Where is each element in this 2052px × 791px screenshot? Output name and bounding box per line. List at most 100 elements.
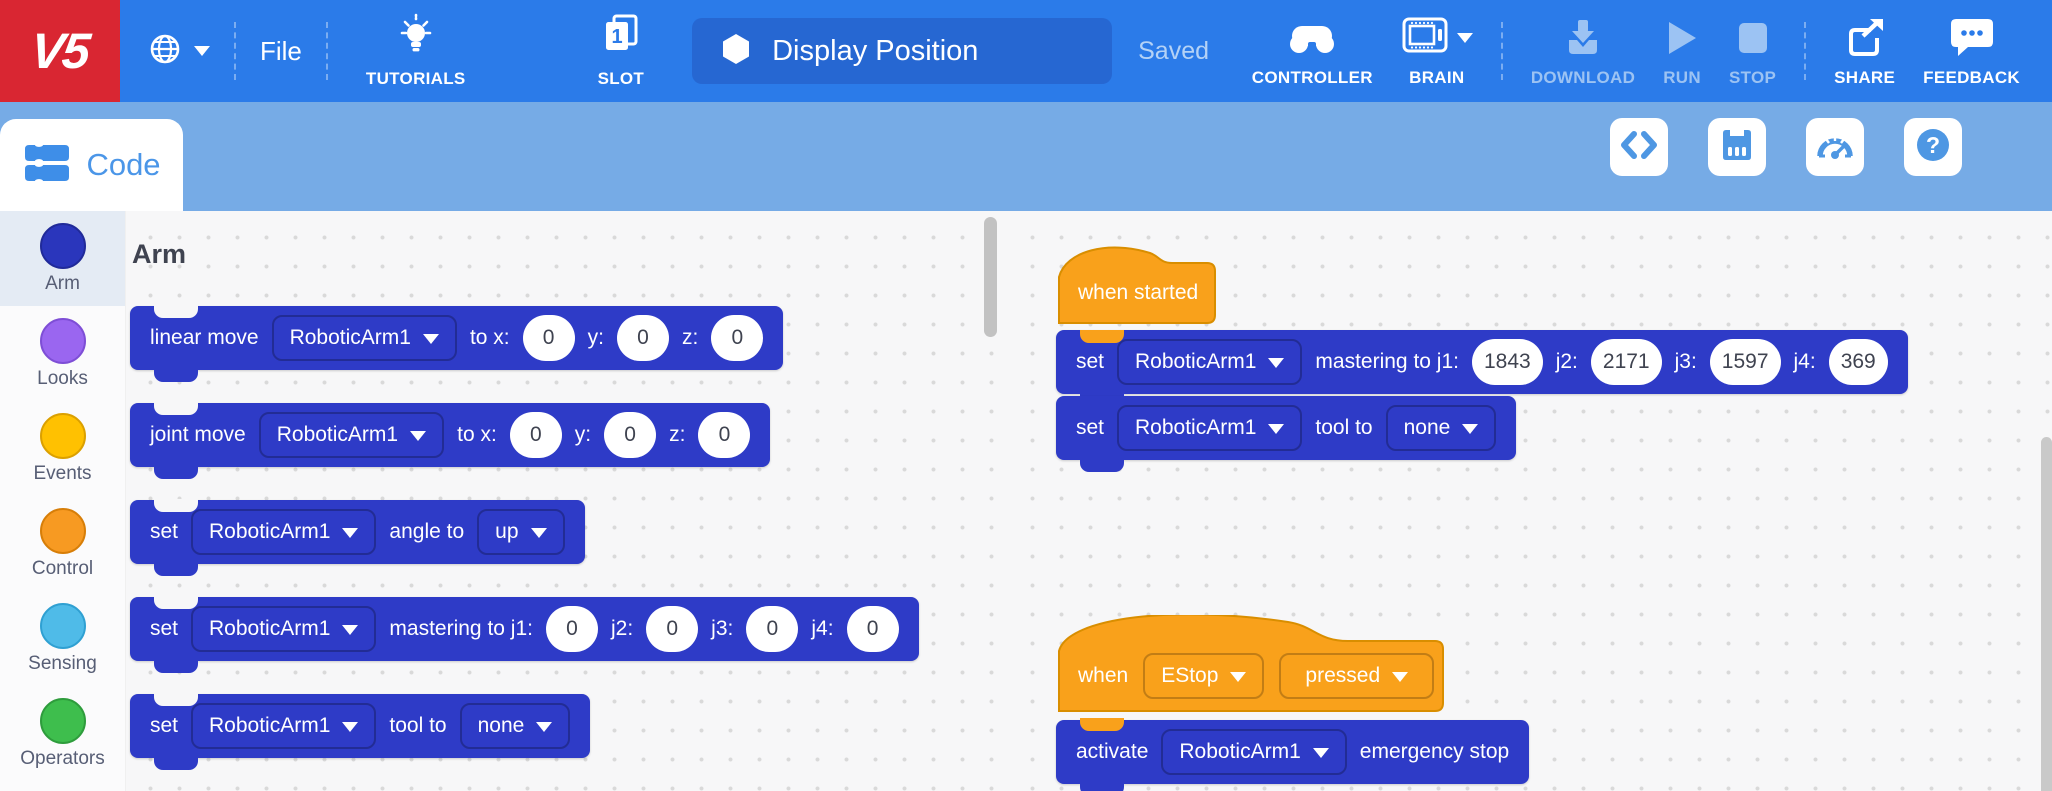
chevron-down-icon [536,722,553,732]
controller-button[interactable]: CONTROLLER [1238,15,1387,88]
block-label: tool to [1315,416,1373,439]
hat-when-started[interactable]: when started [1056,245,1218,343]
block-set-angle[interactable]: set RoboticArm1 angle to up [130,499,585,576]
tutorials-button[interactable]: TUTORIALS [352,13,480,89]
block-set-tool[interactable]: set RoboticArm1 tool to none [130,693,591,770]
slot-button[interactable]: 1 SLOT [584,13,659,89]
category-arm[interactable]: Arm [0,211,125,306]
block-activate-estop[interactable]: activate RoboticArm1 emergency stop [1056,720,1530,791]
hat-when-estop-pressed[interactable]: when EStop pressed [1056,615,1446,731]
category-control[interactable]: Control [0,496,125,591]
category-label: Events [33,462,92,484]
j4-input[interactable]: 0 [846,606,899,652]
download-label: DOWNLOAD [1530,67,1636,87]
gauge-icon [1815,128,1855,167]
block-label: activate [1076,740,1149,763]
j1-input[interactable]: 1843 [1471,339,1543,385]
brain-label: BRAIN [1409,67,1465,87]
block-label: set [1076,350,1105,373]
save-status: Saved [1138,36,1209,65]
block-label: joint move [150,423,246,446]
workspace-canvas[interactable]: when started set RoboticArm1 mastering t… [1008,211,2052,791]
palette-scrollbar[interactable] [984,217,997,337]
feedback-button[interactable]: FEEDBACK [1909,15,2034,88]
category-events[interactable]: Events [0,401,125,496]
device-dropdown[interactable]: RoboticArm1 [1117,339,1303,385]
j2-input[interactable]: 2171 [1590,339,1662,385]
dropdown-value: RoboticArm1 [209,714,331,737]
category-label: Operators [20,747,105,769]
device-dropdown[interactable]: RoboticArm1 [191,703,377,749]
brain-button[interactable]: BRAIN [1387,15,1487,88]
run-button[interactable]: RUN [1649,15,1715,88]
tab-code[interactable]: Code [0,119,183,211]
device-port-button[interactable] [1708,118,1766,176]
block-joint-move[interactable]: joint move RoboticArm1 to x: 0 y: 0 z: 0 [130,402,771,479]
device-dropdown[interactable]: RoboticArm1 [191,606,377,652]
x-input[interactable]: 0 [522,315,575,361]
estop-dropdown[interactable]: EStop [1143,653,1265,699]
category-label: Control [31,557,94,579]
block-linear-move[interactable]: linear move RoboticArm1 to x: 0 y: 0 z: … [130,305,784,382]
project-name-box[interactable]: Display Position [692,18,1113,84]
globe-icon [148,32,182,71]
tool-dropdown[interactable]: none [459,703,571,749]
y-input[interactable]: 0 [616,315,669,361]
editor-content: Arm Looks Events Control Sensing Operato… [0,211,2052,791]
chevron-down-icon [410,431,427,441]
block-label: z: [681,326,699,349]
category-sensing-color-dot [39,602,86,649]
x-input[interactable]: 0 [509,412,562,458]
device-dropdown[interactable]: RoboticArm1 [1117,405,1303,451]
device-dropdown[interactable]: RoboticArm1 [258,412,445,458]
tab-code-label: Code [86,147,161,182]
block-set-tool-ws[interactable]: set RoboticArm1 tool to none [1056,396,1517,472]
language-button[interactable] [148,32,210,71]
workspace-scrollbar[interactable] [2041,437,2052,791]
download-button[interactable]: DOWNLOAD [1517,15,1649,88]
category-sidebar: Arm Looks Events Control Sensing Operato… [0,211,126,791]
chevron-down-icon [194,46,210,56]
file-menu[interactable]: File [260,35,302,66]
j4-input[interactable]: 369 [1828,339,1888,385]
event-dropdown[interactable]: pressed [1279,653,1435,699]
dropdown-value: RoboticArm1 [209,520,331,543]
help-button[interactable]: ? [1904,118,1962,176]
device-dropdown[interactable]: RoboticArm1 [271,315,457,361]
stop-icon [1736,15,1770,61]
dropdown-value: up [495,520,519,543]
j3-input[interactable]: 1597 [1709,339,1781,385]
category-sensing[interactable]: Sensing [0,591,125,686]
angle-dropdown[interactable]: up [477,509,565,555]
block-label: j4: [811,617,834,640]
block-set-mastering-ws[interactable]: set RoboticArm1 mastering to j1: 1843 j2… [1056,330,1908,406]
device-dropdown[interactable]: RoboticArm1 [191,509,377,555]
category-looks-color-dot [39,317,86,364]
dashboard-gauge-button[interactable] [1806,118,1864,176]
z-input[interactable]: 0 [698,412,751,458]
svg-text:?: ? [1926,132,1940,158]
code-viewer-button[interactable] [1610,118,1668,176]
stop-button[interactable]: STOP [1715,15,1790,88]
toolbar-divider [325,22,328,80]
y-input[interactable]: 0 [604,412,657,458]
block-set-mastering[interactable]: set RoboticArm1 mastering to j1: 0 j2: 0… [130,596,919,673]
slot-label: SLOT [597,69,645,88]
share-icon [1843,15,1887,61]
j2-input[interactable]: 0 [646,606,699,652]
j3-input[interactable]: 0 [746,606,799,652]
j1-input[interactable]: 0 [545,606,598,652]
device-dropdown[interactable]: RoboticArm1 [1161,729,1347,775]
category-looks[interactable]: Looks [0,306,125,401]
z-input[interactable]: 0 [711,315,764,361]
share-button[interactable]: SHARE [1820,15,1909,88]
tool-dropdown[interactable]: none [1385,405,1497,451]
download-icon [1561,15,1605,61]
category-operators[interactable]: Operators [0,686,125,781]
hexagon-icon [722,33,750,70]
dropdown-value: RoboticArm1 [1179,740,1301,763]
block-label: y: [574,423,592,446]
feedback-icon [1949,15,1995,61]
v5-logo-text: V5 [28,23,92,79]
block-label: y: [587,326,604,349]
